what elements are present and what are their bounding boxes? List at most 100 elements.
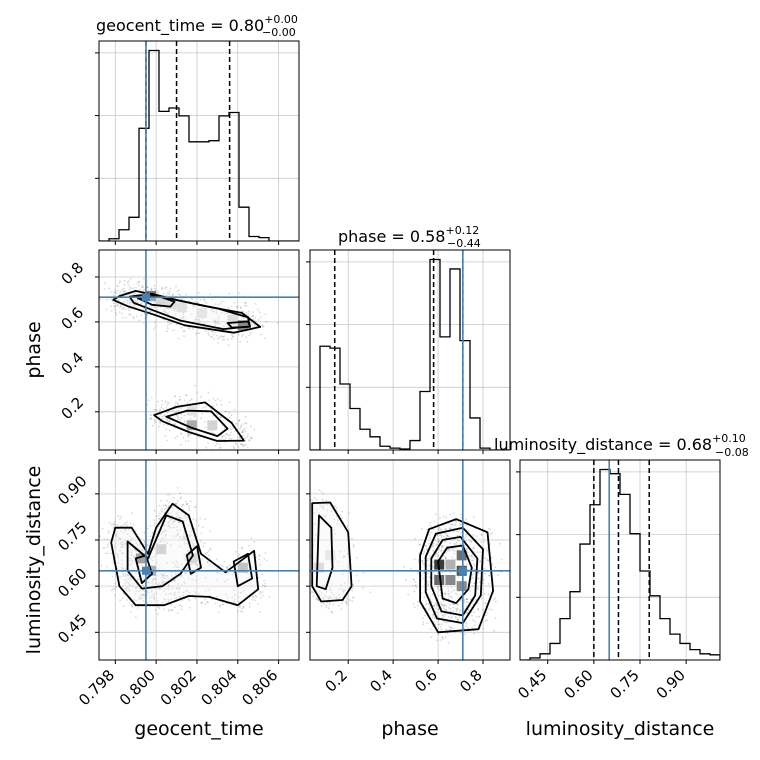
scatter-point (147, 591, 150, 594)
scatter-point (495, 601, 497, 603)
scatter-point (142, 549, 145, 552)
scatter-point (157, 606, 160, 609)
scatter-point (167, 577, 170, 579)
scatter-point (161, 537, 163, 540)
scatter-point (113, 523, 116, 525)
scatter-point (195, 579, 197, 582)
scatter-point (445, 536, 447, 539)
scatter-point (159, 408, 162, 411)
scatter-point (470, 541, 473, 544)
panel-luminosity-distance-vs-geocent-time (99, 460, 299, 660)
scatter-point (244, 301, 246, 304)
scatter-point (329, 589, 332, 592)
scatter-point (155, 312, 158, 315)
scatter-point (454, 631, 456, 634)
scatter-point (437, 539, 440, 542)
scatter-point (175, 410, 178, 412)
scatter-point (245, 594, 248, 596)
scatter-point (428, 534, 431, 536)
scatter-point (180, 608, 183, 611)
scatter-point (464, 537, 466, 540)
scatter-point (163, 572, 165, 575)
scatter-point (180, 416, 183, 419)
scatter-point (131, 512, 134, 514)
scatter-point (153, 421, 156, 424)
scatter-point (432, 550, 435, 553)
scatter-point (331, 594, 334, 596)
scatter-point (315, 598, 318, 600)
scatter-point (160, 406, 163, 409)
scatter-point (215, 412, 218, 415)
scatter-point (422, 552, 425, 555)
scatter-point (455, 543, 457, 546)
scatter-point (239, 340, 242, 343)
scatter-point (437, 572, 439, 575)
scatter-point (476, 602, 479, 604)
contour-level (165, 409, 229, 437)
scatter-point (155, 409, 158, 411)
scatter-point (130, 548, 133, 551)
scatter-point (155, 562, 158, 565)
scatter-point (228, 401, 231, 403)
scatter-point (214, 321, 216, 324)
scatter-point (259, 596, 262, 599)
scatter-point (141, 284, 144, 287)
scatter-point (343, 590, 345, 592)
scatter-point (150, 289, 153, 292)
scatter-point (451, 556, 454, 559)
scatter-point (134, 529, 137, 532)
scatter-point (496, 574, 499, 577)
scatter-point (127, 528, 130, 531)
scatter-point (173, 579, 176, 582)
panel-hist-phase (306, 249, 511, 454)
scatter-point (176, 415, 179, 418)
scatter-point (191, 545, 194, 548)
scatter-point (226, 597, 229, 599)
scatter-point (169, 323, 172, 326)
scatter-point (208, 399, 211, 402)
scatter-point (181, 326, 183, 329)
scatter-point (122, 552, 124, 554)
scatter-point (433, 604, 435, 607)
scatter-point (465, 625, 467, 628)
scatter-point (439, 612, 442, 614)
scatter-point (345, 596, 348, 599)
scatter-point (114, 534, 117, 537)
scatter-point (341, 510, 344, 513)
scatter-point (129, 611, 132, 614)
scatter-point (105, 308, 108, 311)
scatter-point (122, 316, 124, 319)
scatter-point (251, 437, 254, 440)
scatter-point (120, 552, 123, 555)
scatter-point (320, 592, 323, 594)
scatter-point (242, 317, 245, 320)
scatter-point (122, 605, 125, 608)
scatter-point (233, 409, 236, 411)
scatter-point (448, 522, 450, 525)
scatter-point (216, 322, 219, 325)
scatter-point (209, 293, 212, 296)
scatter-point (242, 310, 245, 313)
scatter-point (129, 564, 132, 567)
scatter-point (171, 576, 174, 579)
scatter-point (171, 609, 174, 612)
scatter-point (168, 505, 170, 507)
scatter-point (162, 407, 165, 410)
scatter-point (432, 544, 434, 547)
title-geocent-time-sub: −0.00 (262, 26, 296, 39)
scatter-point (238, 419, 240, 422)
scatter-point (120, 541, 123, 544)
contour-level (430, 536, 479, 617)
scatter-point (171, 574, 173, 577)
scatter-point (456, 603, 459, 606)
scatter-point (132, 583, 135, 585)
scatter-point (248, 439, 251, 442)
scatter-point (428, 576, 431, 579)
truth-marker (141, 566, 150, 575)
density-cell (325, 550, 336, 561)
scatter-point (348, 528, 351, 531)
scatter-point (156, 309, 159, 311)
scatter-point (130, 577, 133, 580)
scatter-point (122, 592, 125, 595)
